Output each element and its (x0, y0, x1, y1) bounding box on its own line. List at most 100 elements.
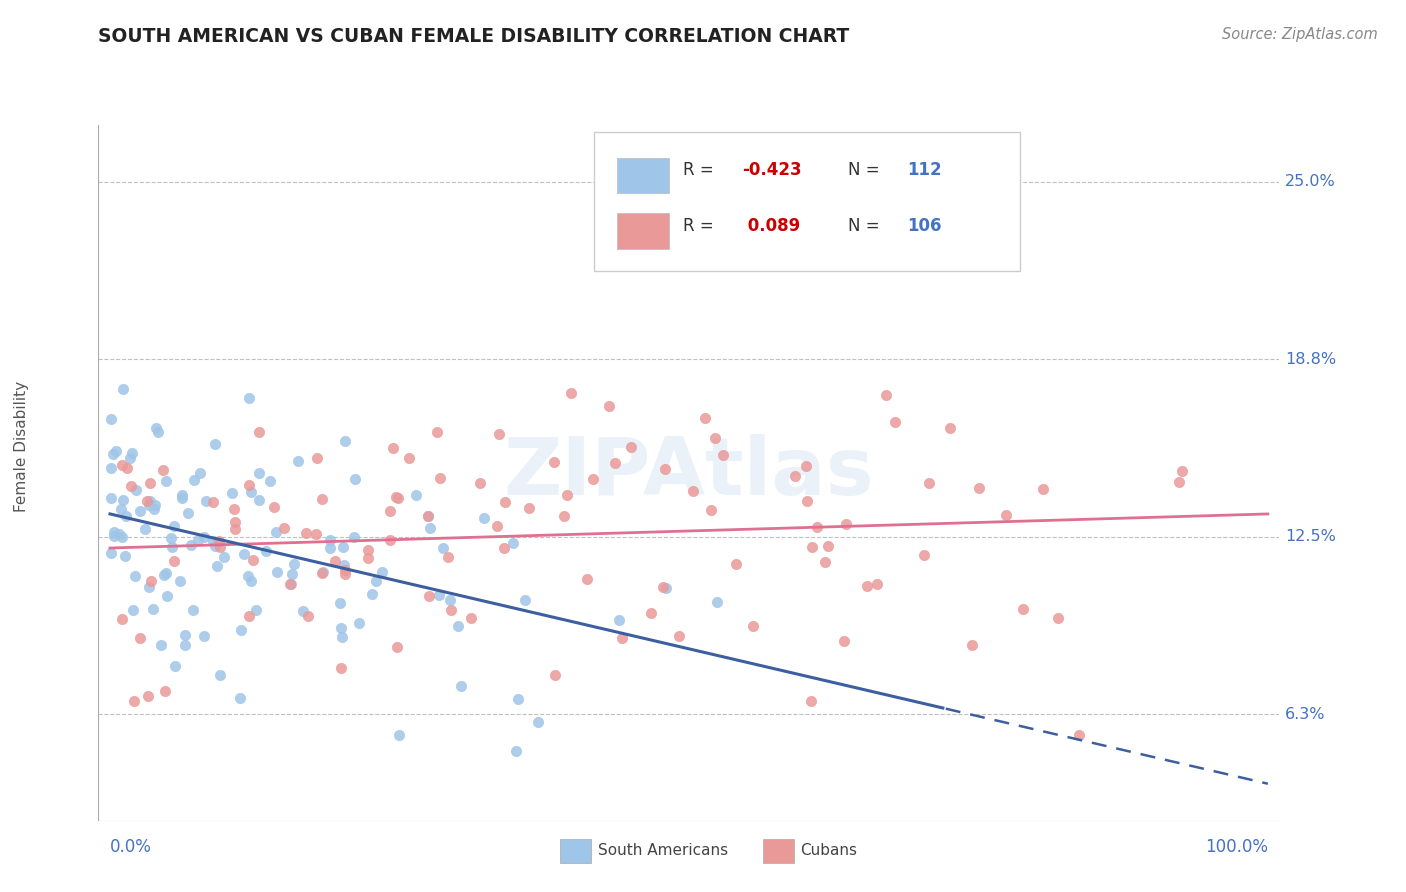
Cubans (486, 518, 509, 533)
South Americans (418, 508, 440, 523)
Cubans (311, 566, 333, 581)
South Americans (283, 557, 305, 571)
South Americans (343, 530, 366, 544)
Text: SOUTH AMERICAN VS CUBAN FEMALE DISABILITY CORRELATION CHART: SOUTH AMERICAN VS CUBAN FEMALE DISABILIT… (98, 27, 849, 45)
South Americans (110, 502, 132, 516)
South Americans (125, 483, 148, 497)
South Americans (121, 603, 143, 617)
South Americans (155, 566, 177, 580)
Cubans (202, 495, 225, 509)
Cubans (238, 608, 260, 623)
South Americans (143, 502, 166, 516)
Text: 100.0%: 100.0% (1205, 838, 1268, 855)
South Americans (100, 546, 122, 560)
South Americans (319, 541, 342, 555)
Cubans (278, 576, 301, 591)
South Americans (655, 581, 678, 595)
Cubans (117, 461, 139, 475)
South Americans (103, 529, 125, 543)
Cubans (208, 533, 231, 548)
Cubans (120, 479, 142, 493)
Cubans (794, 458, 817, 473)
Cubans (967, 481, 990, 495)
Text: 0.089: 0.089 (742, 217, 800, 235)
Cubans (832, 634, 855, 648)
Cubans (294, 526, 316, 541)
Cubans (437, 550, 460, 565)
South Americans (229, 690, 252, 705)
Cubans (416, 508, 439, 523)
Cubans (263, 500, 285, 515)
South Americans (112, 382, 135, 396)
South Americans (505, 744, 527, 758)
Cubans (224, 515, 246, 529)
South Americans (138, 498, 160, 512)
South Americans (366, 574, 388, 588)
South Americans (205, 558, 228, 573)
Text: Cubans: Cubans (800, 844, 858, 858)
Text: Source: ZipAtlas.com: Source: ZipAtlas.com (1222, 27, 1378, 42)
South Americans (180, 538, 202, 552)
Cubans (817, 539, 839, 553)
Text: N =: N = (848, 217, 886, 235)
South Americans (194, 493, 217, 508)
South Americans (706, 595, 728, 609)
South Americans (329, 596, 352, 610)
South Americans (170, 491, 193, 506)
South Americans (149, 638, 172, 652)
Cubans (543, 455, 565, 469)
Cubans (357, 551, 380, 566)
South Americans (156, 589, 179, 603)
Cubans (439, 603, 461, 617)
Cubans (124, 694, 146, 708)
Cubans (222, 501, 245, 516)
South Americans (280, 577, 302, 591)
South Americans (208, 668, 231, 682)
South Americans (472, 510, 495, 524)
Cubans (141, 574, 163, 588)
Text: R =: R = (683, 217, 718, 235)
Cubans (553, 509, 575, 524)
South Americans (508, 691, 530, 706)
South Americans (183, 473, 205, 487)
South Americans (146, 425, 169, 439)
South Americans (319, 533, 342, 547)
Cubans (385, 491, 408, 505)
South Americans (120, 451, 142, 466)
Cubans (152, 463, 174, 477)
South Americans (332, 540, 354, 554)
FancyBboxPatch shape (617, 158, 669, 193)
Cubans (494, 494, 516, 508)
Cubans (796, 494, 818, 508)
Cubans (247, 425, 270, 439)
South Americans (188, 467, 211, 481)
Text: ZIPAtlas: ZIPAtlas (503, 434, 875, 512)
South Americans (609, 613, 631, 627)
Cubans (1168, 475, 1191, 489)
South Americans (124, 569, 146, 583)
South Americans (173, 628, 195, 642)
Cubans (297, 609, 319, 624)
South Americans (432, 541, 454, 555)
Cubans (305, 527, 328, 541)
South Americans (513, 593, 536, 607)
Cubans (875, 387, 897, 401)
South Americans (139, 493, 162, 508)
South Americans (388, 728, 411, 742)
South Americans (221, 485, 243, 500)
South Americans (236, 569, 259, 583)
Text: Female Disability: Female Disability (14, 380, 28, 512)
Cubans (1067, 728, 1090, 742)
Cubans (325, 554, 347, 568)
Text: 12.5%: 12.5% (1285, 529, 1336, 544)
South Americans (160, 541, 183, 555)
FancyBboxPatch shape (595, 132, 1019, 271)
South Americans (239, 484, 262, 499)
Text: 112: 112 (907, 161, 942, 179)
South Americans (329, 622, 352, 636)
South Americans (232, 547, 254, 561)
Cubans (1046, 611, 1069, 625)
Cubans (713, 448, 735, 462)
South Americans (247, 467, 270, 481)
Cubans (800, 540, 823, 554)
